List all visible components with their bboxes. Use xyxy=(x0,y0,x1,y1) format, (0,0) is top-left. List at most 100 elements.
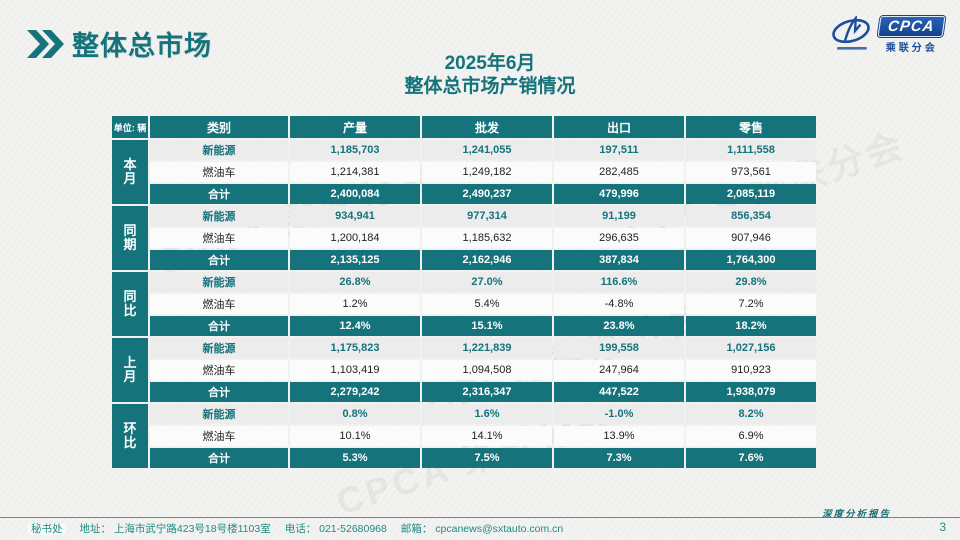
value-cell: -1.0% xyxy=(554,404,684,424)
value-cell: 2,162,946 xyxy=(422,250,552,270)
table-row: 上 月新能源 1,175,823 1,221,839 199,558 1,027,156 xyxy=(112,338,816,402)
value-cell: 7.2% xyxy=(686,294,816,314)
footer-contact-part: 秘书处 xyxy=(28,523,66,535)
value-cell: 1,185,632 xyxy=(422,228,552,248)
value-cell: 116.6% xyxy=(554,272,684,292)
row-group-label: 本 月 xyxy=(112,140,148,204)
row-group-label: 同 比 xyxy=(112,272,148,336)
value-cell: 12.4% xyxy=(290,316,420,336)
value-cell: 1,938,079 xyxy=(686,382,816,402)
value-cell: 26.8% xyxy=(290,272,420,292)
table-row: 同 期新能源 934,941 977,314 91,199 856,354 xyxy=(112,206,816,270)
value-cell: 1,185,703 xyxy=(290,140,420,160)
value-cell: 1,241,055 xyxy=(422,140,552,160)
value-cell: 197,511 xyxy=(554,140,684,160)
page-header: 整体总市场 xyxy=(26,24,212,63)
value-cell: 14.1% xyxy=(422,426,552,446)
category-cell: 燃油车 xyxy=(150,294,288,314)
table-row: 合计 2,400,084 2,490,237 479,996 2,085,119 xyxy=(112,184,816,204)
value-cell: 856,354 xyxy=(686,206,816,226)
value-cell: 447,522 xyxy=(554,382,684,402)
value-cell: 1,764,300 xyxy=(686,250,816,270)
subtitle-line2: 整体总市场产销情况 xyxy=(404,76,576,97)
cpca-ellipse-icon xyxy=(832,16,871,50)
value-cell: 910,923 xyxy=(686,360,816,380)
value-cell: 479,996 xyxy=(554,184,684,204)
table-row: 本 月新能源 1,185,703 1,241,055 197,511 1,111,558 xyxy=(112,140,816,204)
value-cell: 1,094,508 xyxy=(422,360,552,380)
category-cell: 新能源 xyxy=(150,338,288,358)
value-cell: 5.3% xyxy=(290,448,420,468)
row-group-label: 同 期 xyxy=(112,206,148,270)
row-group-label: 上 月 xyxy=(112,338,148,402)
table-row: 环 比新能源 0.8% 1.6% -1.0% 8.2% xyxy=(112,404,816,468)
value-cell: 934,941 xyxy=(290,206,420,226)
value-cell: 7.3% xyxy=(554,448,684,468)
double-chevron-icon xyxy=(27,29,64,58)
col-header-wholesale: 批发 xyxy=(422,116,552,138)
value-cell: 2,316,347 xyxy=(422,382,552,402)
value-cell: 5.4% xyxy=(422,294,552,314)
market-table-body: 本 月新能源 1,185,703 1,241,055 197,511 1,111,558… xyxy=(112,140,816,468)
value-cell: 387,834 xyxy=(554,250,684,270)
value-cell: 27.0% xyxy=(422,272,552,292)
table-row: 燃油车 1,200,184 1,185,632 296,635 907,946 xyxy=(112,228,816,248)
category-cell: 合计 xyxy=(150,184,288,204)
table-row: 燃油车 1.2% 5.4% -4.8% 7.2% xyxy=(112,294,816,314)
value-cell: 18.2% xyxy=(686,316,816,336)
category-cell: 燃油车 xyxy=(150,228,288,248)
value-cell: 29.8% xyxy=(686,272,816,292)
value-cell: 1,175,823 xyxy=(290,338,420,358)
value-cell: -4.8% xyxy=(554,294,684,314)
col-header-production: 产量 xyxy=(290,116,420,138)
value-cell: 1,027,156 xyxy=(686,338,816,358)
value-cell: 7.5% xyxy=(422,448,552,468)
col-header-retail: 零售 xyxy=(686,116,816,138)
value-cell: 8.2% xyxy=(686,404,816,424)
page-title: 整体总市场 xyxy=(72,31,212,61)
table-row: 燃油车 10.1% 14.1% 13.9% 6.9% xyxy=(112,426,816,446)
category-cell: 新能源 xyxy=(150,272,288,292)
category-cell: 燃油车 xyxy=(150,162,288,182)
table-row: 合计 2,279,242 2,316,347 447,522 1,938,079 xyxy=(112,382,816,402)
category-cell: 新能源 xyxy=(150,404,288,424)
subtitle-line1: 2025年6月 xyxy=(444,53,536,74)
table-row: 合计 2,135,125 2,162,946 387,834 1,764,300 xyxy=(112,250,816,270)
unit-label: 单位: 辆 xyxy=(112,116,148,138)
value-cell: 1,200,184 xyxy=(290,228,420,248)
value-cell: 1.2% xyxy=(290,294,420,314)
table-row: 合计 12.4% 15.1% 23.8% 18.2% xyxy=(112,316,816,336)
market-table: 单位: 辆 类别 产量 批发 出口 零售 本 月新能源 1,185,703 1,24… xyxy=(110,114,818,470)
table-row: 合计 5.3% 7.5% 7.3% 7.6% xyxy=(112,448,816,468)
value-cell: 0.8% xyxy=(290,404,420,424)
footer-divider xyxy=(0,517,960,518)
cpca-wordmark: CPCA xyxy=(878,16,946,37)
value-cell: 1,221,839 xyxy=(422,338,552,358)
category-cell: 燃油车 xyxy=(150,426,288,446)
category-cell: 新能源 xyxy=(150,206,288,226)
cpca-logo: CPCA 乘联分会 xyxy=(831,16,946,54)
table-header-row: 单位: 辆 类别 产量 批发 出口 零售 xyxy=(112,116,816,138)
value-cell: 2,135,125 xyxy=(290,250,420,270)
category-cell: 新能源 xyxy=(150,140,288,160)
col-header-export: 出口 xyxy=(554,116,684,138)
table-row: 燃油车 1,103,419 1,094,508 247,964 910,923 xyxy=(112,360,816,380)
value-cell: 1,214,381 xyxy=(290,162,420,182)
report-subtitle: 2025年6月 整体总市场产销情况 xyxy=(330,52,650,98)
table-row: 燃油车 1,214,381 1,249,182 282,485 973,561 xyxy=(112,162,816,182)
category-cell: 燃油车 xyxy=(150,360,288,380)
value-cell: 282,485 xyxy=(554,162,684,182)
category-cell: 合计 xyxy=(150,448,288,468)
value-cell: 13.9% xyxy=(554,426,684,446)
value-cell: 296,635 xyxy=(554,228,684,248)
value-cell: 1.6% xyxy=(422,404,552,424)
value-cell: 907,946 xyxy=(686,228,816,248)
cpca-wordmark-block: CPCA 乘联分会 xyxy=(878,16,946,54)
value-cell: 199,558 xyxy=(554,338,684,358)
value-cell: 977,314 xyxy=(422,206,552,226)
value-cell: 1,111,558 xyxy=(686,140,816,160)
category-cell: 合计 xyxy=(150,316,288,336)
footer-contact-part: 地址： 上海市武宁路423号18号楼1103室 xyxy=(79,523,271,535)
value-cell: 6.9% xyxy=(686,426,816,446)
